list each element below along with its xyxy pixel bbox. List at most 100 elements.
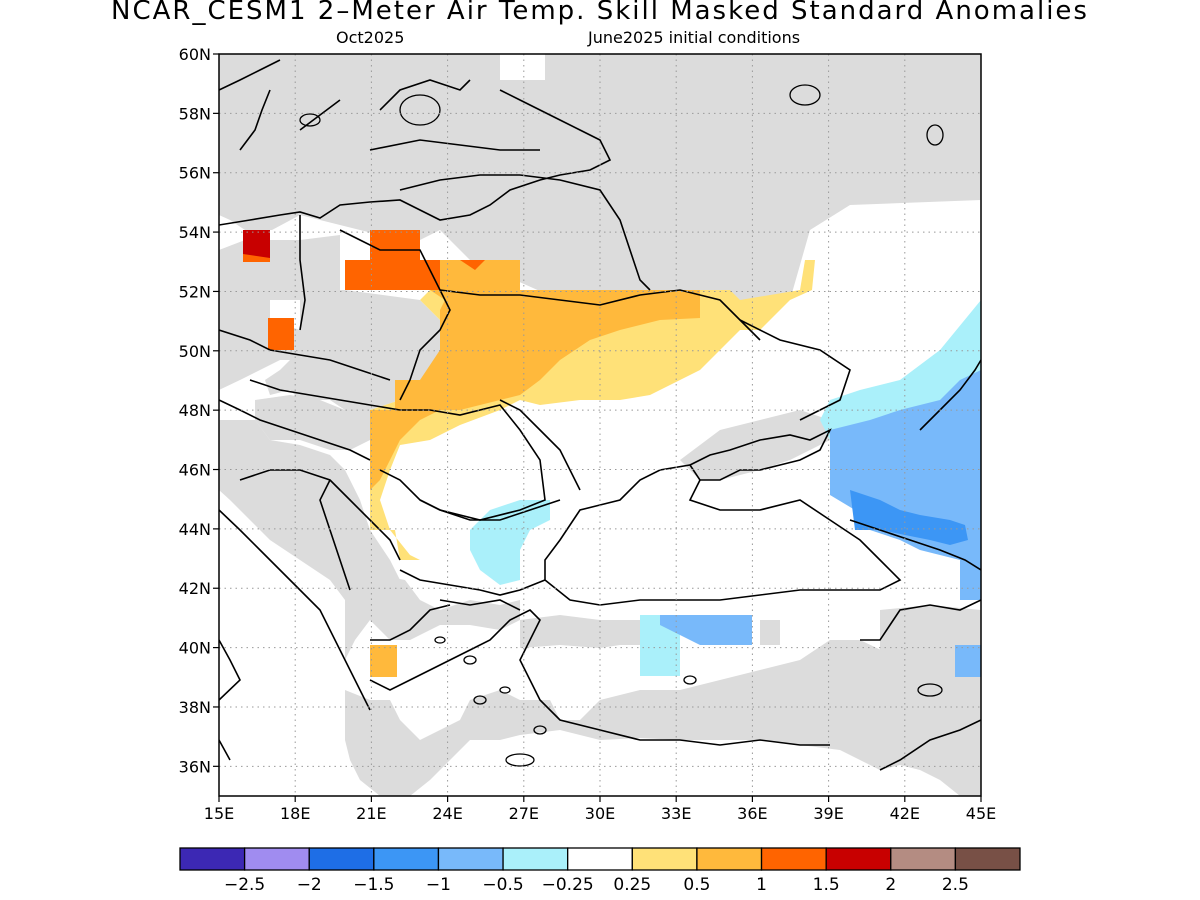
colorbar-label: −2.5 bbox=[224, 875, 265, 895]
colorbar-swatch bbox=[890, 847, 957, 871]
anomaly-red-orange-small bbox=[460, 260, 485, 270]
x-tick-label: 15E bbox=[204, 804, 234, 823]
border-russia-belarus bbox=[519, 174, 651, 291]
y-tick-label: 52N bbox=[179, 282, 211, 301]
border-germany-poland bbox=[299, 215, 306, 331]
colorbar-label: 2.5 bbox=[942, 875, 969, 895]
anomaly-cyan-romania bbox=[470, 500, 550, 585]
border-baltics bbox=[369, 139, 540, 191]
border-danube bbox=[419, 499, 561, 521]
border-moldova bbox=[499, 399, 581, 491]
adriatic-coast bbox=[219, 509, 371, 711]
colorbar: −2.5 −2 −1.5 −1 −0.5 −0.25 0.25 0.5 1 1.5 2 2.5 bbox=[179, 847, 1021, 895]
y-tick-label: 60N bbox=[179, 45, 211, 64]
colorbar-swatch bbox=[437, 847, 504, 871]
colorbar-label: −1 bbox=[426, 875, 451, 895]
anomaly-red-orange-czech bbox=[268, 318, 294, 350]
caspian-coast bbox=[919, 359, 981, 431]
map-plot-area bbox=[219, 54, 981, 796]
colorbar-swatch bbox=[567, 847, 633, 871]
mask-balkans-west bbox=[219, 420, 400, 610]
initial-conditions-label: June2025 initial conditions bbox=[588, 28, 801, 47]
y-tick-label: 38N bbox=[179, 698, 211, 717]
y-tick-label: 36N bbox=[179, 757, 211, 776]
anomaly-cyan-east bbox=[820, 300, 981, 440]
colorbar-label: −0.5 bbox=[482, 875, 523, 895]
border-bulgaria-south bbox=[399, 569, 546, 596]
colorbar-swatch bbox=[373, 847, 440, 871]
x-tick-label: 39E bbox=[813, 804, 843, 823]
anomaly-orange-greece bbox=[370, 645, 397, 677]
azov-crimea-coast bbox=[689, 428, 832, 481]
x-tick-label: 33E bbox=[661, 804, 691, 823]
colorbar-swatch bbox=[179, 847, 246, 871]
colorbar-swatch bbox=[760, 847, 827, 871]
colorbar-label: −1.5 bbox=[353, 875, 394, 895]
mask-balkans-south bbox=[345, 575, 981, 796]
colorbar-swatch bbox=[825, 847, 892, 871]
mask-north-west bbox=[219, 54, 245, 140]
chart-title: NCAR_CESM1 2–Meter Air Temp. Skill Maske… bbox=[111, 0, 1089, 26]
x-tick-label: 21E bbox=[356, 804, 386, 823]
colorbar-swatch bbox=[954, 847, 1021, 871]
scandinavia-coast bbox=[219, 59, 471, 151]
x-tick-label: 30E bbox=[585, 804, 615, 823]
italy-coast bbox=[219, 639, 241, 761]
colorbar-swatch bbox=[308, 847, 375, 871]
colorbar-label: −2 bbox=[297, 875, 322, 895]
y-tick-label: 40N bbox=[179, 639, 211, 658]
colorbar-label: 0.25 bbox=[613, 875, 651, 895]
x-tick-label: 45E bbox=[966, 804, 996, 823]
y-tick-label: 58N bbox=[179, 104, 211, 123]
anomaly-light-blue-anatolia bbox=[660, 615, 752, 645]
cool-anomalies bbox=[470, 300, 981, 677]
valid-month-label: Oct2025 bbox=[336, 28, 405, 47]
colorbar-swatch bbox=[243, 847, 310, 871]
anomaly-dark-red-germany bbox=[243, 230, 270, 258]
border-belarus-ukraine bbox=[439, 289, 761, 341]
anomaly-blue-east bbox=[850, 490, 968, 545]
mask-crimea bbox=[680, 410, 830, 480]
border-greece-turkey bbox=[370, 599, 521, 641]
y-tick-label: 42N bbox=[179, 579, 211, 598]
y-tick-label: 44N bbox=[179, 520, 211, 539]
border-central-europe bbox=[219, 329, 401, 461]
border-turkey-east bbox=[860, 599, 981, 771]
warm-anomalies bbox=[243, 230, 815, 677]
anomaly-light-blue-caucasus bbox=[955, 645, 981, 677]
colorbar-swatch bbox=[696, 847, 763, 871]
colorbar-swatch bbox=[631, 847, 698, 871]
baltic-coast bbox=[219, 89, 612, 226]
y-tick-label: 54N bbox=[179, 223, 211, 242]
x-tick-label: 27E bbox=[509, 804, 539, 823]
border-poland-ukraine bbox=[339, 229, 451, 401]
islands bbox=[299, 84, 944, 767]
y-tick-label: 56N bbox=[179, 164, 211, 183]
mask-anatolia-east bbox=[880, 605, 981, 650]
anomaly-red-orange-poland bbox=[345, 230, 440, 290]
x-tick-label: 18E bbox=[280, 804, 310, 823]
x-tick-label: 24E bbox=[432, 804, 462, 823]
colorbar-label: −0.25 bbox=[542, 875, 594, 895]
colorbar-label: 2 bbox=[885, 875, 896, 895]
mask-anatolia-north bbox=[520, 615, 650, 648]
colorbar-label: 1.5 bbox=[813, 875, 840, 895]
black-sea-coast bbox=[544, 464, 902, 606]
map-axes: 15E 18E 21E 24E 27E 30E 33E 36E 39E 42E 45E 60N 58N 5… bbox=[179, 45, 997, 823]
x-tick-label: 42E bbox=[890, 804, 920, 823]
mask-south-east-strip bbox=[760, 620, 780, 645]
anomaly-orange-ukraine bbox=[370, 260, 700, 490]
y-tick-label: 46N bbox=[179, 461, 211, 480]
mask-hungary bbox=[255, 395, 370, 450]
colorbar-label: 1 bbox=[756, 875, 767, 895]
colorbar-swatch bbox=[502, 847, 569, 871]
anomaly-cyan-anatolia bbox=[640, 615, 680, 676]
aegean-coast bbox=[369, 609, 830, 746]
y-tick-label: 48N bbox=[179, 401, 211, 420]
y-tick-label: 50N bbox=[179, 342, 211, 361]
x-tick-label: 36E bbox=[737, 804, 767, 823]
colorbar-label: 0.5 bbox=[683, 875, 710, 895]
graticule bbox=[219, 54, 981, 796]
border-caucasus bbox=[849, 519, 981, 571]
